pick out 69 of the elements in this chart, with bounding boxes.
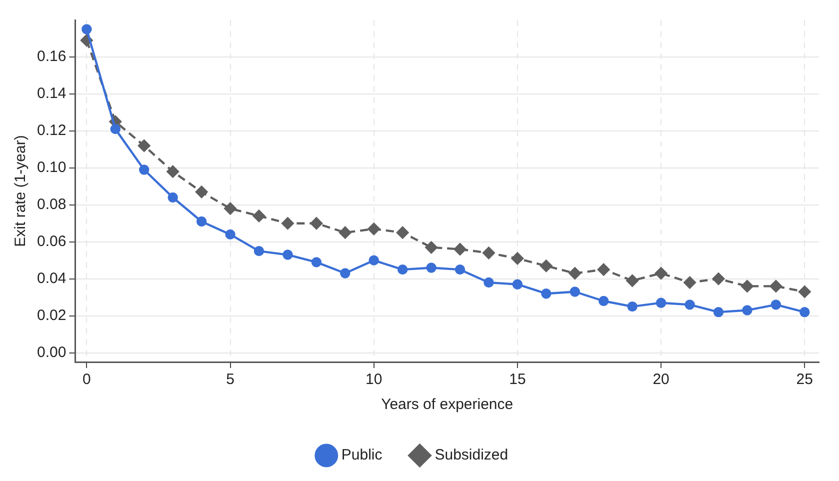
y-tick-label: 0.06 [36, 232, 66, 250]
y-tick-label: 0.04 [36, 270, 66, 287]
point [454, 243, 466, 256]
point [368, 255, 379, 266]
point [570, 286, 580, 297]
point [224, 202, 236, 215]
point [311, 257, 322, 268]
point [82, 24, 92, 34]
x-tick-label: 0 [82, 371, 91, 388]
point [225, 229, 236, 240]
point [425, 241, 438, 254]
point [110, 124, 120, 134]
point [741, 280, 754, 292]
point [196, 216, 207, 227]
point [282, 217, 294, 230]
point [397, 264, 408, 275]
point [656, 298, 666, 308]
x-axis-title: Years of experience [381, 396, 514, 414]
point [426, 262, 436, 273]
point [484, 277, 494, 288]
legend-label: Public [341, 446, 383, 464]
point [770, 280, 782, 292]
y-tick-label: 0.02 [36, 306, 66, 324]
point [684, 300, 695, 310]
point [770, 300, 782, 310]
y-tick-label: 0.00 [36, 344, 66, 361]
x-tick-label: 25 [796, 371, 813, 388]
point [626, 274, 638, 287]
point [252, 210, 266, 222]
point [800, 306, 810, 318]
point [168, 192, 178, 203]
point [454, 264, 466, 275]
legend-label: Subsidized [434, 446, 508, 464]
point [540, 260, 552, 272]
point [712, 272, 725, 285]
point [310, 217, 323, 230]
y-tick-label: 0.14 [36, 85, 66, 102]
point [254, 246, 264, 256]
point [282, 250, 293, 260]
x-tick-label: 5 [226, 371, 234, 388]
point [512, 279, 523, 290]
point [598, 263, 610, 276]
y-tick-label: 0.08 [36, 196, 66, 214]
y-axis-title: Exit rate (1-year) [12, 135, 30, 247]
x-tick-label: 20 [652, 371, 670, 388]
x-tick-label: 15 [509, 371, 526, 388]
point [598, 296, 609, 306]
point [368, 222, 380, 235]
point [166, 165, 179, 178]
point [482, 246, 495, 260]
y-tick-label: 0.16 [36, 48, 66, 66]
point [713, 306, 724, 318]
point [627, 301, 638, 312]
point [511, 252, 524, 265]
y-tick-label: 0.10 [36, 159, 66, 176]
point [139, 164, 150, 175]
point [568, 267, 581, 280]
point [396, 226, 409, 239]
point [742, 305, 752, 316]
point [195, 186, 208, 198]
point [654, 267, 668, 280]
point [684, 276, 696, 289]
point [138, 140, 150, 152]
point [541, 288, 552, 299]
x-tick-label: 10 [366, 371, 382, 388]
point [798, 286, 811, 298]
point [339, 226, 352, 239]
point [340, 268, 350, 278]
y-tick-label: 0.12 [36, 122, 66, 140]
